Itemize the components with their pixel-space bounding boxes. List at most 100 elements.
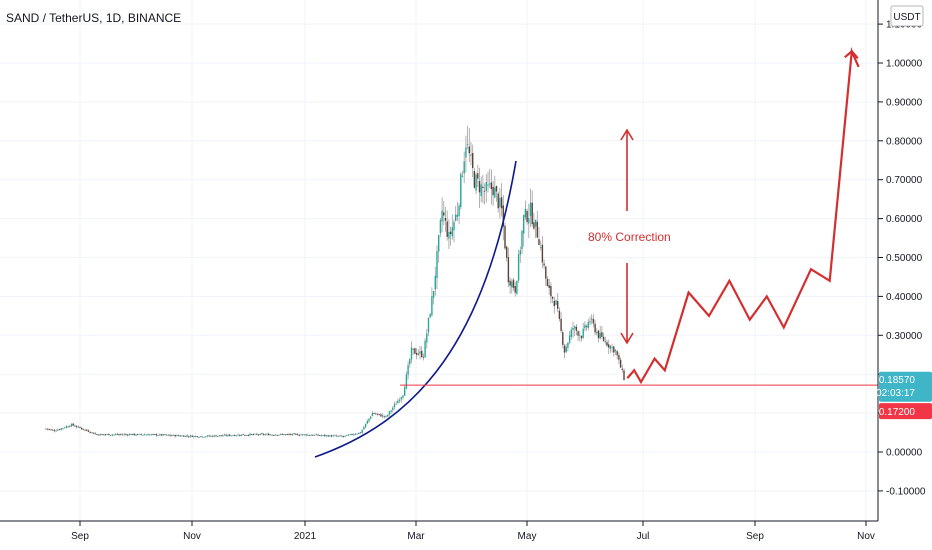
candle: [257, 433, 260, 436]
candle: [363, 425, 365, 430]
price-tick-label: 0.40000: [886, 292, 923, 303]
candle: [322, 434, 324, 437]
candle: [169, 433, 171, 437]
candle: [143, 433, 146, 436]
candle: [584, 321, 586, 332]
time-axis[interactable]: Sep Nov 2021 Mar May Jul Sep Nov: [71, 521, 875, 542]
candle: [147, 433, 149, 436]
candle: [193, 435, 195, 439]
candle: [72, 422, 74, 427]
price-tick-label: 0.30000: [886, 331, 923, 342]
candle: [188, 435, 190, 438]
candle: [101, 433, 103, 436]
candle: [439, 217, 442, 237]
candle: [405, 371, 408, 390]
candle: [545, 265, 547, 286]
candle: [614, 348, 617, 356]
candle: [400, 396, 402, 403]
candle: [519, 246, 521, 263]
candle: [104, 433, 107, 436]
candle: [308, 434, 311, 436]
candle: [446, 210, 448, 241]
candle: [385, 415, 387, 419]
candle: [132, 433, 134, 436]
candle: [438, 234, 440, 263]
candle: [444, 206, 447, 232]
candle: [623, 368, 625, 381]
candle: [419, 345, 421, 360]
candle: [149, 434, 151, 436]
candle: [273, 434, 275, 436]
candle: [254, 433, 256, 435]
candle: [397, 398, 399, 404]
candle: [313, 434, 316, 436]
candle: [368, 418, 370, 424]
candle: [53, 428, 56, 433]
candle: [232, 434, 234, 437]
candle: [478, 167, 481, 209]
candle: [307, 433, 309, 436]
time-tick-label: Nov: [183, 531, 201, 542]
candle: [591, 314, 593, 325]
candle: [490, 169, 493, 205]
candle: [485, 174, 487, 203]
candle: [103, 434, 105, 436]
candle: [342, 435, 345, 438]
candle: [251, 433, 253, 435]
projection-arrowhead: [844, 49, 859, 60]
candle: [378, 414, 380, 416]
candle: [159, 433, 161, 437]
candle: [317, 433, 319, 437]
candle: [589, 316, 591, 326]
candle: [558, 307, 561, 322]
candle: [548, 279, 550, 295]
candle: [285, 434, 287, 436]
candle: [512, 277, 515, 291]
candle: [499, 188, 501, 219]
candle: [574, 325, 576, 337]
currency-button[interactable]: [890, 5, 924, 27]
time-tick-label: May: [518, 531, 537, 542]
candle: [443, 200, 445, 226]
candle: [456, 201, 459, 222]
candle: [495, 185, 498, 202]
candle: [422, 353, 425, 361]
candle: [424, 338, 426, 358]
candle: [81, 426, 83, 431]
candle: [432, 290, 435, 305]
time-tick-label: Sep: [746, 531, 764, 542]
candle: [494, 175, 496, 198]
candle: [451, 214, 453, 240]
candle: [259, 433, 261, 436]
candle: [215, 434, 217, 437]
candle: [458, 203, 460, 225]
candle: [276, 434, 278, 436]
correction-arrow: [620, 128, 634, 345]
candle: [585, 324, 588, 331]
candle: [516, 280, 518, 295]
candle: [587, 319, 589, 331]
candle: [550, 282, 552, 304]
candle: [568, 331, 571, 345]
candle: [502, 195, 504, 241]
candle: [128, 433, 130, 436]
candle: [592, 314, 595, 328]
candle: [99, 433, 102, 436]
candle: [339, 434, 341, 437]
candle: [482, 174, 484, 204]
candle: [89, 431, 91, 434]
candle: [91, 431, 93, 434]
candle: [278, 434, 280, 437]
candle: [157, 434, 159, 437]
candle: [344, 435, 346, 438]
candle: [336, 434, 338, 437]
candle: [205, 435, 207, 438]
candle: [239, 433, 241, 437]
candle: [572, 321, 574, 338]
time-tick-label: Nov: [857, 531, 875, 542]
candle: [279, 433, 282, 436]
candle: [86, 428, 88, 432]
candle: [152, 433, 154, 436]
candle: [480, 176, 482, 203]
